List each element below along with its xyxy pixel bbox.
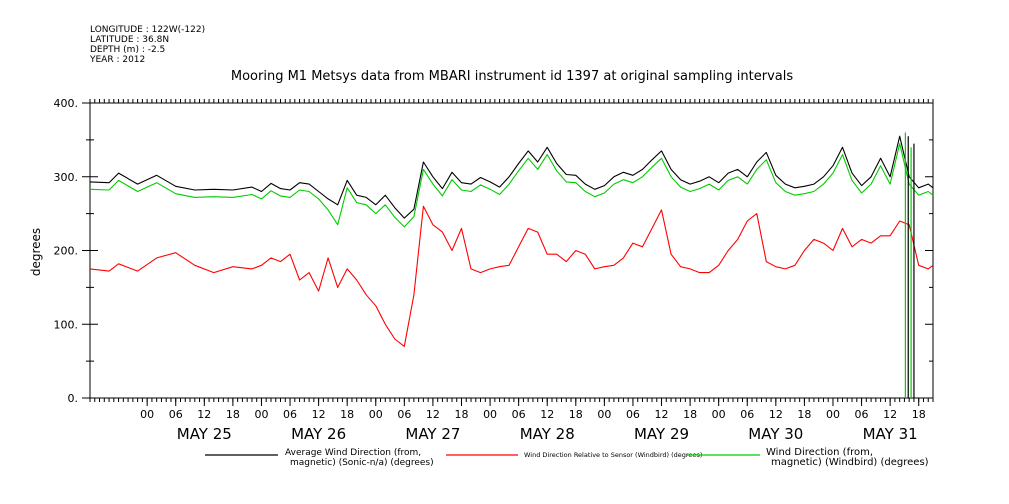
y-tick-label: 200. (54, 245, 79, 258)
x-tick-label: 00 (369, 408, 383, 421)
x-day-label: MAY 28 (520, 425, 575, 443)
x-tick-label: 06 (855, 408, 869, 421)
x-day-label: MAY 25 (177, 425, 232, 443)
y-axis-label: degrees (29, 228, 43, 276)
x-tick-label: 12 (883, 408, 897, 421)
plot-area: 0. 100. 200. 300. 400. 00 06 12 18 00 06 12 18 00 06 12… (54, 97, 934, 443)
plot-frame (89, 102, 934, 399)
y-tick-label: 100. (54, 318, 79, 331)
y-tick-label: 0. (68, 392, 79, 405)
x-tick-label: 00 (254, 408, 268, 421)
x-tick-label: 06 (169, 408, 183, 421)
legend: Average Wind Direction (from,magnetic) (… (205, 447, 929, 468)
black-series-line (89, 135, 934, 219)
x-tick-label: 12 (312, 408, 326, 421)
x-tick-label: 12 (769, 408, 783, 421)
x-tick-label: 06 (626, 408, 640, 421)
x-tick-label: 06 (740, 408, 754, 421)
chart-title: Mooring M1 Metsys data from MBARI instru… (231, 69, 793, 84)
legend-label: Wind Direction Relative to Sensor (Windb… (524, 451, 702, 459)
longitude-text: LONGITUDE : 122W(-122) (90, 25, 205, 35)
depth-text: DEPTH (m) : -2.5 (90, 45, 165, 55)
legend-label: Average Wind Direction (from, (285, 448, 421, 458)
legend-label-line2: magnetic) (Sonic-n/a) (degrees) (290, 458, 434, 468)
x-tick-label: 06 (283, 408, 297, 421)
red-series-line (89, 205, 934, 347)
legend-label-line2: magnetic) (Windbird) (degrees) (771, 457, 929, 468)
y-tick-label: 300. (54, 171, 79, 184)
x-day-label: MAY 27 (405, 425, 460, 443)
y-tick-label: 400. (54, 97, 79, 110)
green-series-line (89, 143, 934, 228)
x-tick-label: 18 (912, 408, 926, 421)
x-tick-label: 18 (683, 408, 697, 421)
x-day-label: MAY 29 (634, 425, 689, 443)
year-text: YEAR : 2012 (89, 55, 145, 65)
header-metadata: LONGITUDE : 122W(-122) LATITUDE : 36.8N … (89, 25, 205, 65)
x-tick-label: 12 (540, 408, 554, 421)
x-tick-label: 12 (655, 408, 669, 421)
x-tick-label: 12 (197, 408, 211, 421)
x-tick-label: 18 (226, 408, 240, 421)
x-tick-label: 00 (597, 408, 611, 421)
legend-label: Wind Direction (from, (766, 447, 873, 458)
x-tick-label: 00 (483, 408, 497, 421)
x-tick-label: 12 (426, 408, 440, 421)
x-tick-label: 18 (797, 408, 811, 421)
x-tick-label: 18 (454, 408, 468, 421)
x-tick-label: 18 (569, 408, 583, 421)
x-day-label: MAY 31 (863, 425, 918, 443)
x-tick-label: 06 (397, 408, 411, 421)
x-tick-label: 18 (340, 408, 354, 421)
x-tick-label: 06 (512, 408, 526, 421)
x-tick-label: 00 (712, 408, 726, 421)
x-day-label: MAY 26 (291, 425, 346, 443)
x-tick-label: 00 (826, 408, 840, 421)
x-tick-label: 00 (140, 408, 154, 421)
x-day-label: MAY 30 (748, 425, 803, 443)
latitude-text: LATITUDE : 36.8N (90, 35, 169, 45)
